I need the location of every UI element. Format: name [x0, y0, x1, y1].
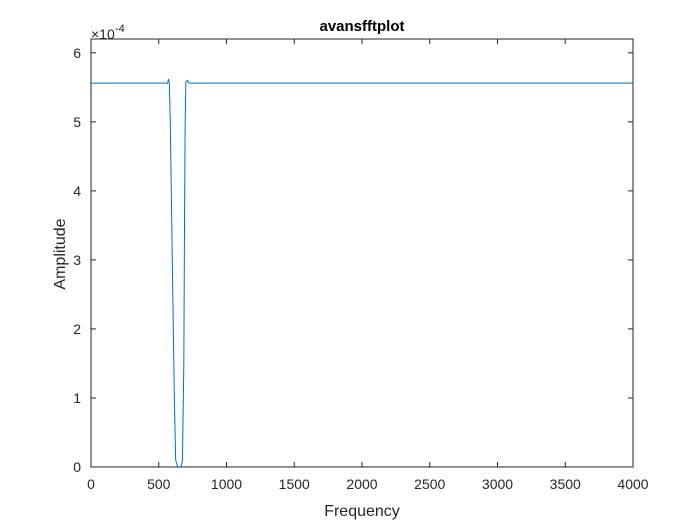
line-layer [91, 78, 633, 468]
y-tick-label: 4 [73, 183, 81, 199]
x-tick-label: 500 [147, 476, 171, 492]
y-exponent-label: ×10 -4 [91, 23, 125, 42]
y-tick-label: 0 [73, 459, 81, 475]
y-exponent-power: -4 [115, 23, 125, 35]
y-exponent-base: ×10 [91, 26, 115, 42]
chart-title: avansfftplot [319, 18, 404, 35]
y-tick-label: 1 [73, 390, 81, 406]
x-tick-label: 3500 [550, 476, 581, 492]
x-tick-label: 1500 [279, 476, 310, 492]
x-axis-label: Frequency [324, 503, 400, 520]
y-tick-label: 3 [73, 252, 81, 268]
y-tick-label: 5 [73, 114, 81, 130]
series-line-0 [91, 78, 633, 468]
x-tick-label: 2000 [346, 476, 377, 492]
x-tick-label: 4000 [617, 476, 648, 492]
y-tick-label: 2 [73, 321, 81, 337]
axes-layer: 0 500 1000 1500 2000 2500 3000 3500 4000 0 1 2 3 4 5 6 [73, 38, 649, 492]
x-tick-label: 2500 [414, 476, 445, 492]
y-axis-label: Amplitude [52, 218, 69, 289]
x-tick-label: 0 [87, 476, 95, 492]
x-tick-label: 1000 [211, 476, 242, 492]
x-tick-label: 3000 [482, 476, 513, 492]
y-tick-label: 6 [73, 45, 81, 61]
plot-area [91, 39, 633, 467]
plot-background [91, 39, 633, 467]
